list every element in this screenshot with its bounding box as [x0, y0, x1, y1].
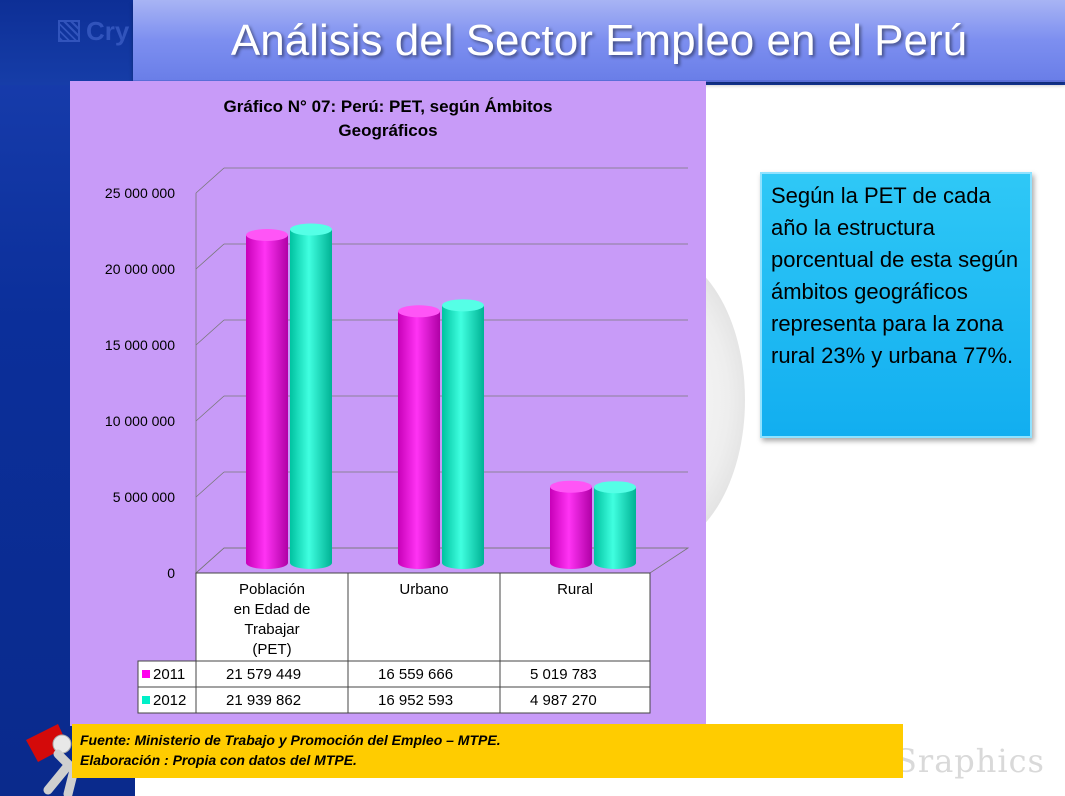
bar-2012-0	[290, 223, 332, 569]
bar-2011-0	[246, 228, 288, 569]
chart-panel: Gráfico N° 07: Perú: PET, según Ámbitos G…	[70, 81, 706, 726]
chart-title-line: Gráfico N° 07: Perú: PET, según Ámbitos	[224, 97, 553, 116]
legend-swatch	[142, 696, 150, 704]
chart-title-line: Geográficos	[338, 121, 437, 140]
template-watermark: Sraphics	[895, 742, 1045, 780]
source-line: Fuente: Ministerio de Trabajo y Promoció…	[80, 732, 501, 748]
data-label: 4 987 270	[530, 692, 597, 709]
gridline-side	[195, 319, 225, 346]
bar-chart: Gráfico N° 07: Perú: PET, según Ámbitos G…	[105, 97, 690, 714]
bar-top	[246, 228, 288, 241]
x-tick-label: Trabajar	[244, 621, 299, 638]
data-label: 21 579 449	[226, 666, 301, 683]
bar-body	[442, 305, 484, 569]
gridline-side	[195, 167, 225, 194]
bar-2012-1	[442, 299, 484, 569]
y-tick-label: 5 000 000	[113, 489, 175, 505]
x-tick-label: Rural	[557, 581, 593, 598]
category-cell	[499, 572, 651, 662]
x-tick-label: (PET)	[252, 641, 291, 658]
source-box: Fuente: Ministerio de Trabajo y Promoció…	[72, 724, 903, 778]
gridline-side	[195, 395, 225, 422]
bar-2011-1	[398, 305, 440, 569]
bar-top	[398, 305, 440, 318]
elaboration-line: Elaboración : Propia con datos del MTPE.	[80, 752, 357, 768]
bar-top	[550, 480, 592, 493]
y-tick-label: 10 000 000	[105, 413, 175, 429]
data-label: 16 952 593	[378, 692, 453, 709]
x-tick-label: Urbano	[399, 581, 448, 598]
bar-2011-2	[550, 480, 592, 569]
bar-body	[246, 234, 288, 569]
template-logo: Cry	[58, 16, 129, 47]
bar-top	[290, 223, 332, 236]
category-cell	[195, 572, 349, 662]
data-label: 16 559 666	[378, 666, 453, 683]
legend-swatch	[142, 670, 150, 678]
info-box-text: Según la PET de cada año la estructura p…	[771, 183, 1019, 368]
data-label: 21 939 862	[226, 692, 301, 709]
logo-icon	[58, 20, 80, 42]
gridline-side	[195, 243, 225, 270]
y-tick-label: 20 000 000	[105, 261, 175, 277]
table-row	[137, 686, 651, 714]
bar-2012-2	[594, 481, 636, 569]
legend-label: 2012	[153, 692, 186, 709]
table-row	[137, 660, 651, 688]
category-cell	[347, 572, 501, 662]
y-tick-label: 0	[167, 565, 175, 581]
x-tick-label: en Edad de	[234, 601, 311, 618]
y-tick-label: 15 000 000	[105, 337, 175, 353]
gridline-side	[195, 471, 225, 498]
legend-label: 2011	[153, 666, 185, 683]
info-box: Según la PET de cada año la estructura p…	[760, 172, 1032, 438]
bar-body	[550, 486, 592, 569]
y-tick-label: 25 000 000	[105, 185, 175, 201]
bar-body	[290, 229, 332, 569]
title-bar: Análisis del Sector Empleo en el Perú	[133, 0, 1065, 82]
page-title: Análisis del Sector Empleo en el Perú	[230, 16, 968, 65]
logo-text: Cry	[86, 16, 130, 46]
bar-body	[594, 487, 636, 569]
bar-body	[398, 311, 440, 569]
bar-top	[594, 481, 636, 494]
bar-top	[442, 299, 484, 312]
x-tick-label: Población	[239, 581, 305, 598]
data-label: 5 019 783	[530, 666, 597, 683]
